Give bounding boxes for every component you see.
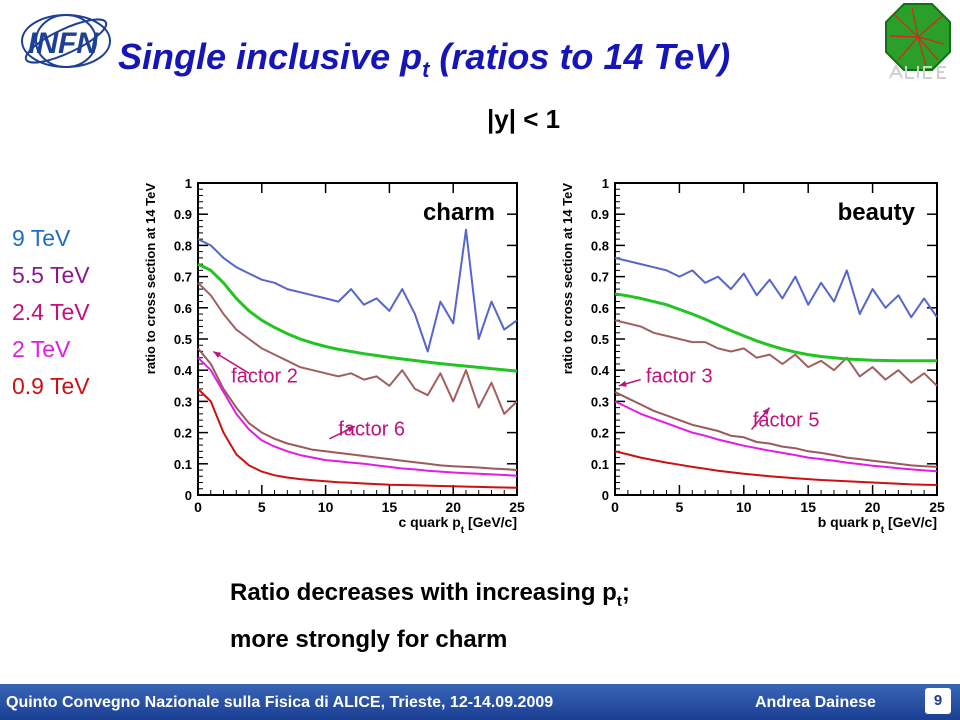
charm-ytick-label: 0.8 bbox=[174, 238, 192, 253]
footer-bar: Quinto Convegno Nazionale sulla Fisica d… bbox=[0, 684, 960, 720]
beauty-ytick-label: 0.3 bbox=[591, 394, 609, 409]
footer-conference: Quinto Convegno Nazionale sulla Fisica d… bbox=[6, 694, 554, 711]
charm-y-axis-label: ratio to cross section at 14 TeV bbox=[143, 183, 158, 375]
charm-xtick-label: 10 bbox=[318, 499, 334, 515]
beauty-plot-frame bbox=[614, 182, 938, 496]
beauty-xtick-label: 15 bbox=[800, 499, 816, 515]
beauty-panel-label: beauty bbox=[838, 199, 916, 226]
charm-series-1 bbox=[197, 282, 518, 415]
charm-xtick-label: 5 bbox=[258, 499, 266, 515]
legend-entry-9tev: 9 TeV bbox=[12, 225, 71, 251]
charm-ytick-label: 0.6 bbox=[174, 301, 192, 316]
beauty-ytick-label: 1 bbox=[602, 176, 609, 191]
beauty-ytick-label: 0.1 bbox=[591, 457, 609, 472]
beauty-series-1 bbox=[614, 319, 938, 387]
charm-panel-label: charm bbox=[423, 199, 495, 226]
beauty-xtick-label: 0 bbox=[611, 499, 619, 515]
beauty-ytick-label: 0.6 bbox=[591, 301, 609, 316]
legend-entry-5.5tev: 5.5 TeV bbox=[12, 262, 90, 288]
beauty-ytick-label: 0 bbox=[602, 488, 609, 503]
beauty-xtick-label: 25 bbox=[929, 499, 945, 515]
beauty-annotation-arrowhead-1 bbox=[762, 407, 770, 416]
charm-ytick-label: 1 bbox=[185, 176, 192, 191]
alice-event-display-icon bbox=[889, 7, 945, 67]
charm-xtick-label: 25 bbox=[509, 499, 525, 515]
beauty-series-3 bbox=[614, 391, 938, 468]
beauty-panel: 00.10.20.30.40.50.60.70.80.910 5 10 15 20 25b… bbox=[560, 176, 945, 536]
beauty-ytick-label: 0.8 bbox=[591, 238, 609, 253]
charm-xtick-label: 15 bbox=[382, 499, 398, 515]
beauty-y-axis-label: ratio to cross section at 14 TeV bbox=[560, 183, 575, 375]
beauty-ytick-label: 0.9 bbox=[591, 207, 609, 222]
beauty-ytick-label: 0.5 bbox=[591, 332, 609, 347]
caption-line-1: Ratio decreases with increasing pt; bbox=[230, 579, 630, 610]
beauty-xtick-label: 10 bbox=[736, 499, 752, 515]
beauty-annotation-arrowhead-0 bbox=[618, 380, 627, 387]
legend-entry-2tev: 2 TeV bbox=[12, 336, 71, 362]
charm-annotation-arrowhead-1 bbox=[347, 426, 355, 433]
infn-logo-text: INFN bbox=[28, 27, 99, 60]
beauty-xtick-label: 20 bbox=[865, 499, 881, 515]
charm-plot-frame bbox=[197, 182, 518, 496]
legend-entry-0.9tev: 0.9 TeV bbox=[12, 373, 90, 399]
legend-entry-2.4tev: 2.4 TeV bbox=[12, 299, 90, 325]
infn-logo: INFN bbox=[21, 14, 111, 68]
charm-ytick-label: 0.5 bbox=[174, 332, 192, 347]
charm-annotation-label-1: factor 6 bbox=[338, 419, 405, 441]
beauty-ytick-label: 0.2 bbox=[591, 426, 609, 441]
footer-author: Andrea Dainese bbox=[755, 694, 876, 711]
charm-xtick-label: 20 bbox=[445, 499, 461, 515]
charm-xtick-label: 0 bbox=[194, 499, 202, 515]
charm-ytick-label: 0 bbox=[185, 488, 192, 503]
charm-ytick-label: 0.7 bbox=[174, 270, 192, 285]
charm-ytick-label: 0.4 bbox=[174, 363, 193, 378]
charm-annotation-label-0: factor 2 bbox=[231, 366, 298, 388]
charm-series-2 bbox=[197, 262, 518, 373]
energy-legend: 9 TeV 5.5 TeV 2.4 TeV 2 TeV 0.9 TeV bbox=[12, 220, 90, 405]
charm-series-5 bbox=[197, 388, 518, 489]
conclusion-caption: Ratio decreases with increasing pt; more… bbox=[230, 574, 630, 659]
caption-line-2: more strongly for charm bbox=[230, 625, 508, 653]
beauty-series-2 bbox=[614, 292, 937, 363]
infn-globe-icon bbox=[21, 14, 111, 68]
charm-x-axis-label: c quark pt [GeV/c] bbox=[399, 514, 518, 536]
charm-ytick-label: 0.1 bbox=[174, 457, 192, 472]
charm-ytick-label: 0.2 bbox=[174, 426, 192, 441]
charm-series-4 bbox=[197, 356, 518, 477]
alice-wordmark-icon bbox=[889, 63, 946, 79]
beauty-xtick-label: 5 bbox=[676, 499, 684, 515]
charm-series-0 bbox=[197, 228, 518, 353]
beauty-ytick-label: 0.7 bbox=[591, 270, 609, 285]
slide-title: Single inclusive pt (ratios to 14 TeV) bbox=[118, 36, 731, 83]
beauty-annotation-label-0: factor 3 bbox=[646, 366, 713, 388]
beauty-x-axis-label: b quark pt [GeV/c] bbox=[818, 514, 937, 536]
charm-ytick-label: 0.9 bbox=[174, 207, 192, 222]
charm-panel: 00.10.20.30.40.50.60.70.80.910 5 10 15 20 25c… bbox=[143, 176, 525, 536]
beauty-series-5 bbox=[614, 450, 938, 486]
charm-annotation-arrowhead-0 bbox=[213, 351, 222, 358]
charm-ytick-label: 0.3 bbox=[174, 394, 192, 409]
rapidity-cut-label: |y| < 1 bbox=[487, 104, 561, 134]
beauty-annotation-label-1: factor 5 bbox=[753, 409, 820, 431]
beauty-ytick-label: 0.4 bbox=[591, 363, 610, 378]
page-number: 9 bbox=[925, 688, 951, 714]
beauty-series-4 bbox=[614, 400, 938, 473]
alice-logo bbox=[885, 3, 951, 79]
charm-series-3 bbox=[197, 347, 518, 471]
beauty-series-0 bbox=[614, 256, 938, 319]
